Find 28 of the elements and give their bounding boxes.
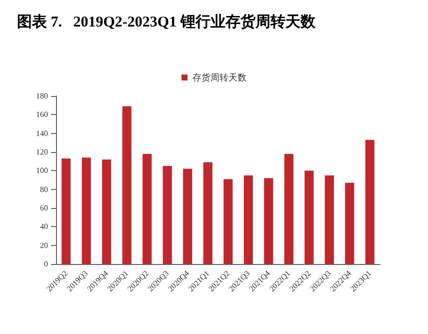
bar	[122, 106, 132, 264]
bar	[142, 154, 152, 264]
bar	[183, 168, 192, 264]
bar	[102, 159, 112, 264]
y-tick-label: 160	[36, 110, 48, 120]
y-tick-label: 60	[40, 204, 48, 212]
y-tick-label: 40	[40, 222, 48, 232]
bar	[162, 166, 172, 264]
bar	[82, 158, 91, 264]
bar	[224, 179, 233, 264]
bar	[203, 162, 212, 264]
bar	[284, 154, 294, 264]
y-tick-label: 140	[36, 128, 48, 138]
y-tick-label: 0	[44, 260, 48, 268]
y-tick-label: 120	[36, 148, 48, 156]
y-tick-label: 80	[40, 184, 48, 194]
y-tick-label: 180	[36, 92, 48, 100]
y-tick-label: 100	[36, 166, 48, 176]
bar	[62, 158, 71, 264]
bar	[304, 170, 314, 264]
chart-title: 图表 7. 2019Q2-2023Q1 锂行业存货周转天数	[17, 14, 316, 30]
legend-label: 存货周转天数	[192, 72, 246, 82]
bar	[365, 140, 374, 264]
y-tick-label: 20	[40, 240, 48, 250]
bar	[244, 175, 253, 264]
bar	[324, 175, 334, 264]
bar	[264, 178, 274, 264]
bar	[345, 182, 354, 264]
